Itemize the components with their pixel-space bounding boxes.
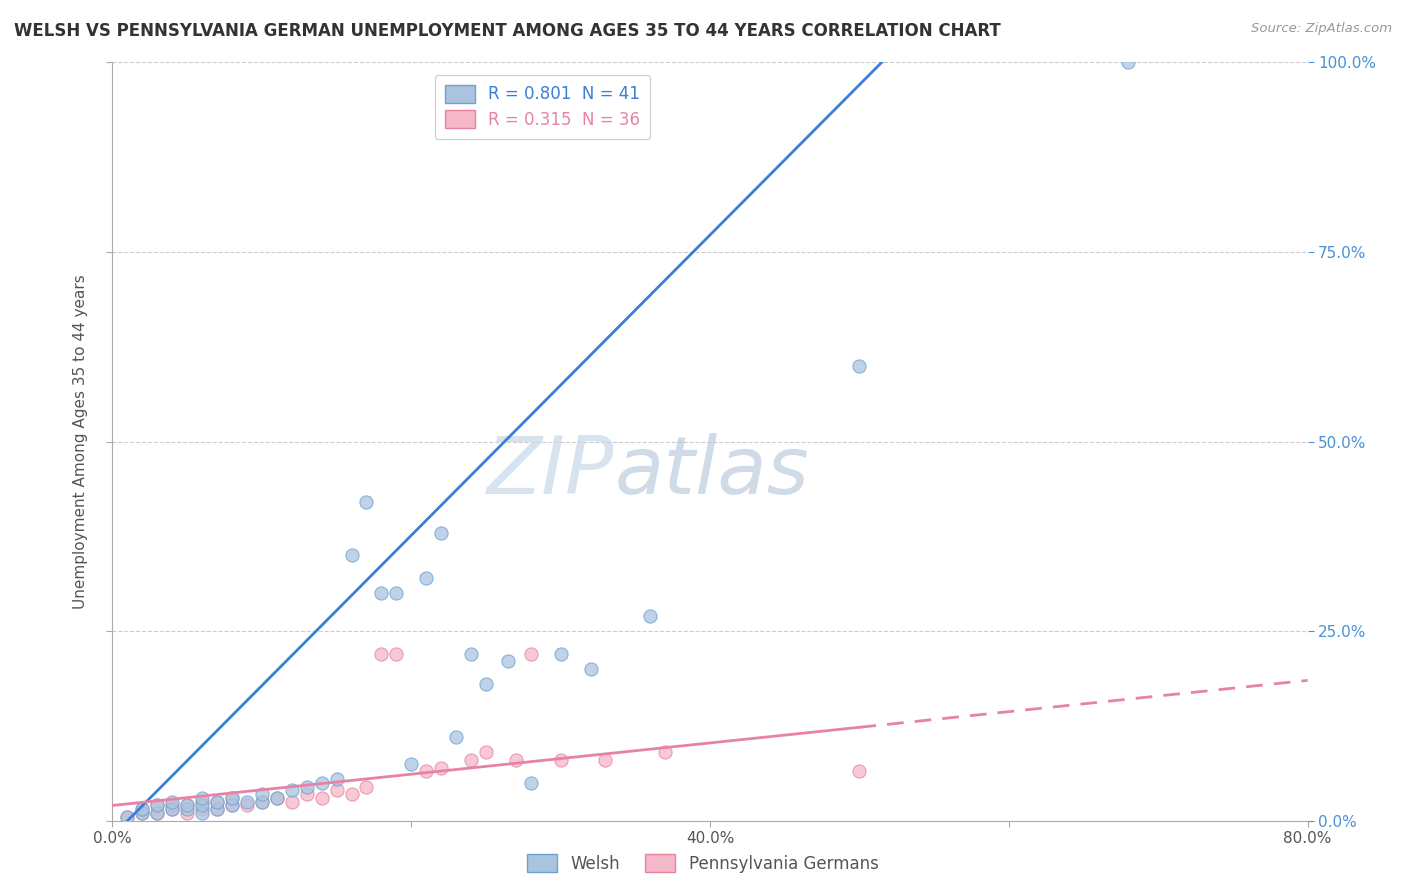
Point (1118, 55, 1140, 70)
Point (444, 730, 467, 744)
Point (221, 798, 243, 813)
Point (131, 802, 153, 816)
Point (340, 548, 363, 563)
Point (415, 764, 437, 779)
Point (550, 647, 572, 661)
Legend: Welsh, Pennsylvania Germans: Welsh, Pennsylvania Germans (520, 847, 886, 880)
Point (146, 806, 169, 821)
Point (295, 787, 318, 801)
Point (205, 802, 228, 816)
Point (250, 795, 273, 809)
Point (848, 359, 870, 373)
Point (370, 647, 392, 661)
Point (654, 746, 676, 760)
Point (475, 746, 498, 760)
Point (205, 802, 228, 816)
Point (520, 647, 543, 661)
Point (117, 810, 139, 824)
Point (176, 798, 198, 813)
Point (162, 802, 183, 816)
Point (460, 753, 482, 767)
Point (356, 495, 378, 509)
Point (221, 791, 243, 805)
Point (266, 791, 288, 805)
Point (340, 787, 363, 801)
Point (117, 810, 139, 824)
Point (176, 802, 198, 816)
Point (505, 753, 527, 767)
Point (250, 795, 273, 809)
Point (205, 795, 228, 809)
Point (356, 780, 378, 794)
Point (146, 798, 169, 813)
Point (385, 586, 408, 600)
Point (415, 571, 437, 585)
Point (131, 806, 153, 821)
Point (430, 525, 453, 540)
Point (131, 802, 153, 816)
Legend: R = 0.801  N = 41, R = 0.315  N = 36: R = 0.801 N = 41, R = 0.315 N = 36 (434, 75, 651, 138)
Point (311, 776, 333, 790)
Point (162, 802, 183, 816)
Point (250, 787, 273, 801)
Point (281, 783, 304, 797)
Text: Source: ZipAtlas.com: Source: ZipAtlas.com (1251, 22, 1392, 36)
Point (460, 647, 482, 661)
Point (131, 806, 153, 821)
Point (191, 795, 214, 809)
Point (498, 655, 520, 669)
Point (311, 791, 333, 805)
Y-axis label: Unemployment Among Ages 35 to 44 years: Unemployment Among Ages 35 to 44 years (73, 274, 89, 609)
Point (221, 791, 243, 805)
Point (475, 677, 498, 691)
Text: atlas: atlas (614, 433, 810, 511)
Point (295, 780, 318, 794)
Point (370, 586, 392, 600)
Point (205, 795, 228, 809)
Point (595, 753, 617, 767)
Point (236, 795, 259, 809)
Point (162, 798, 183, 813)
Point (325, 772, 347, 786)
Point (191, 791, 214, 805)
Text: WELSH VS PENNSYLVANIA GERMAN UNEMPLOYMENT AMONG AGES 35 TO 44 YEARS CORRELATION : WELSH VS PENNSYLVANIA GERMAN UNEMPLOYMEN… (14, 22, 1001, 40)
Point (550, 753, 572, 767)
Point (176, 798, 198, 813)
Point (640, 608, 662, 623)
Point (401, 756, 423, 771)
Point (266, 791, 288, 805)
Text: ZIP: ZIP (486, 433, 614, 511)
Point (430, 760, 453, 774)
Point (385, 647, 408, 661)
Point (191, 802, 214, 816)
Point (191, 798, 214, 813)
Point (848, 764, 870, 779)
Point (191, 806, 214, 821)
Point (281, 795, 304, 809)
Point (579, 662, 602, 676)
Point (146, 806, 169, 821)
Point (520, 776, 543, 790)
Point (325, 783, 347, 797)
Point (162, 795, 183, 809)
Point (176, 806, 198, 821)
Point (221, 798, 243, 813)
Point (146, 798, 169, 813)
Point (236, 798, 259, 813)
